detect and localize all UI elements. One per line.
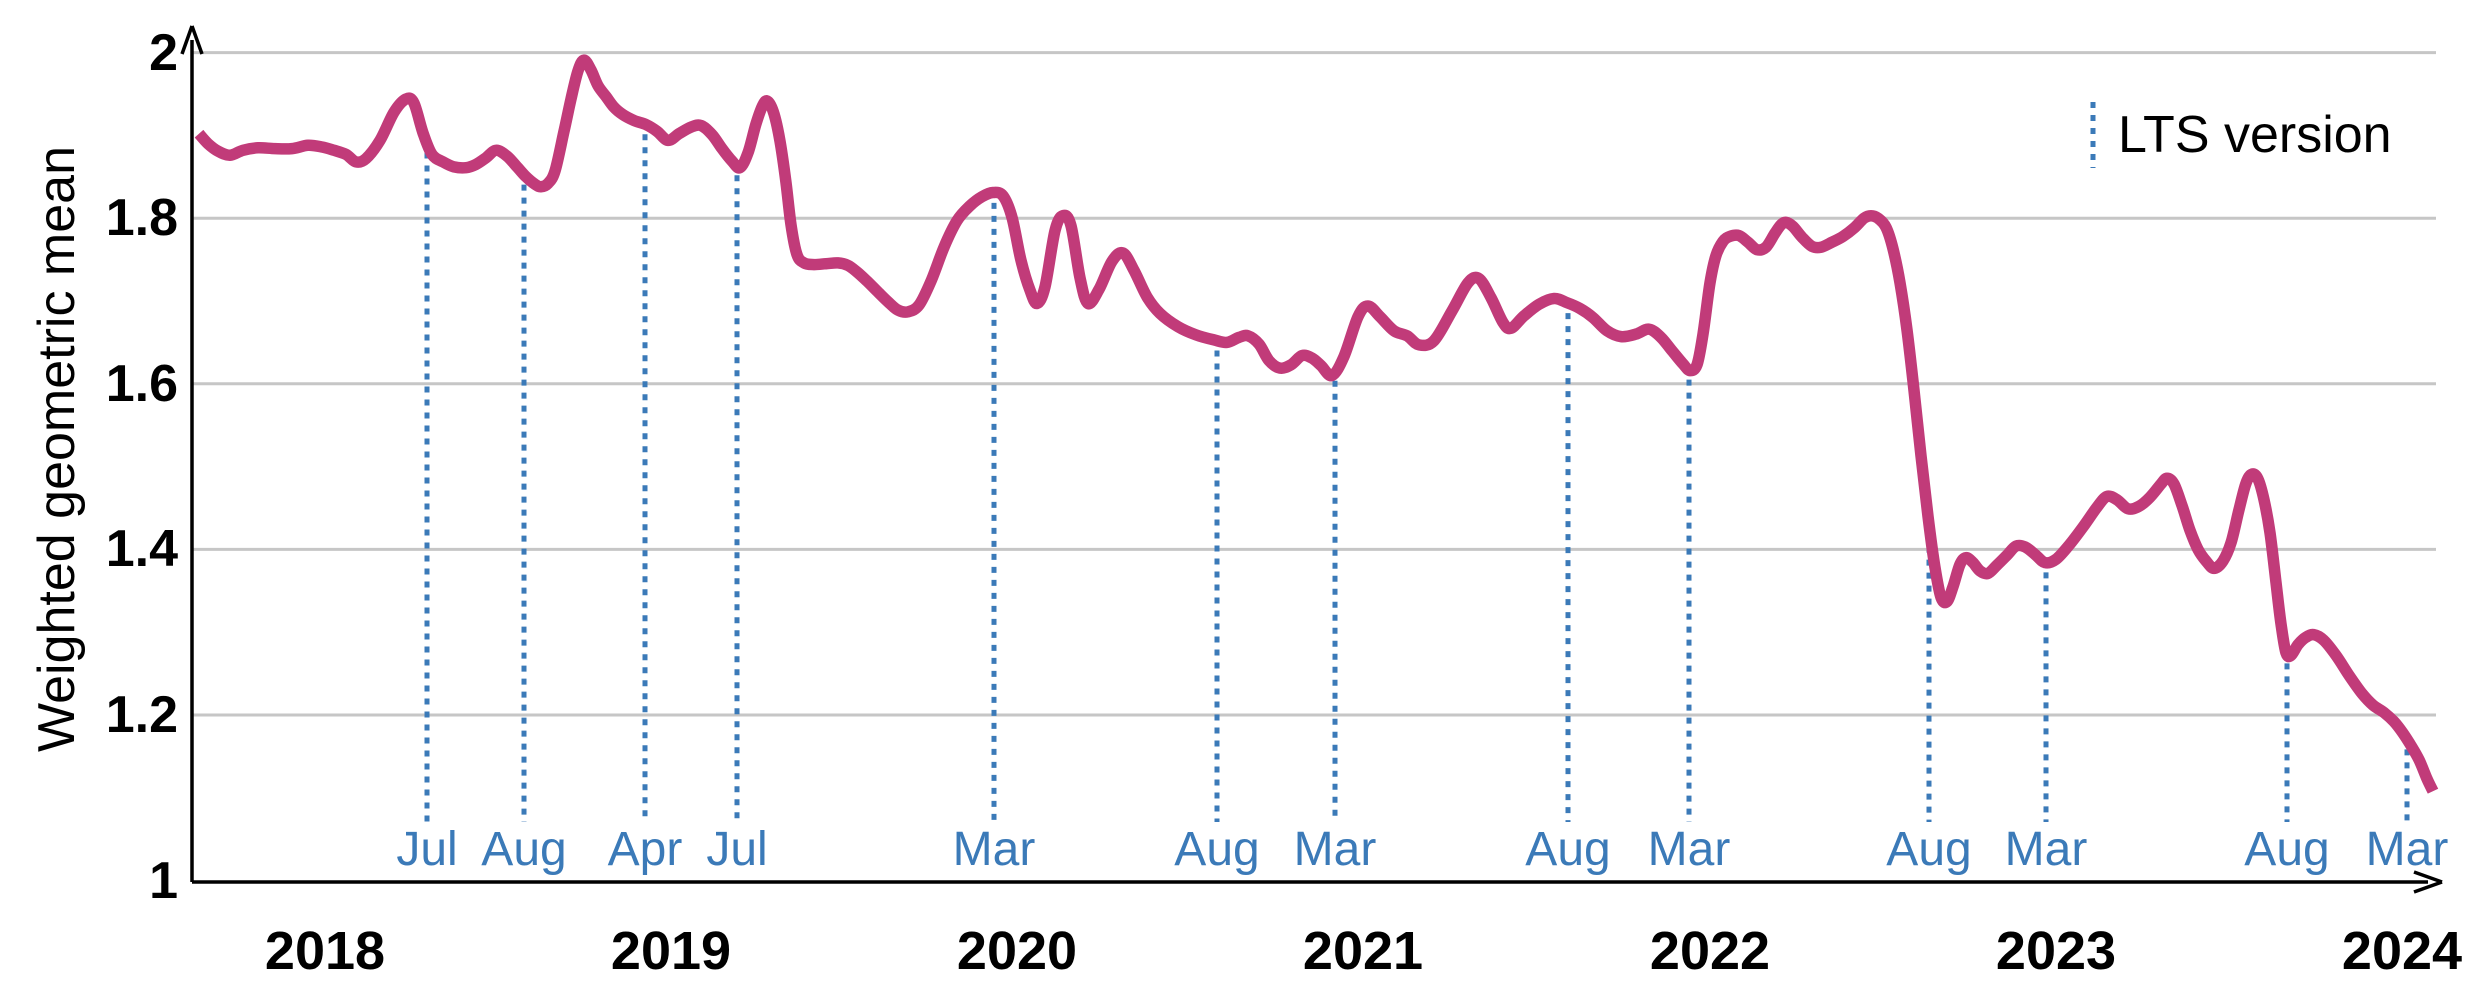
x-axis-arrow-icon [2413, 870, 2443, 894]
y-axis-arrow-icon [180, 25, 204, 55]
data-series-line [194, 54, 2439, 794]
